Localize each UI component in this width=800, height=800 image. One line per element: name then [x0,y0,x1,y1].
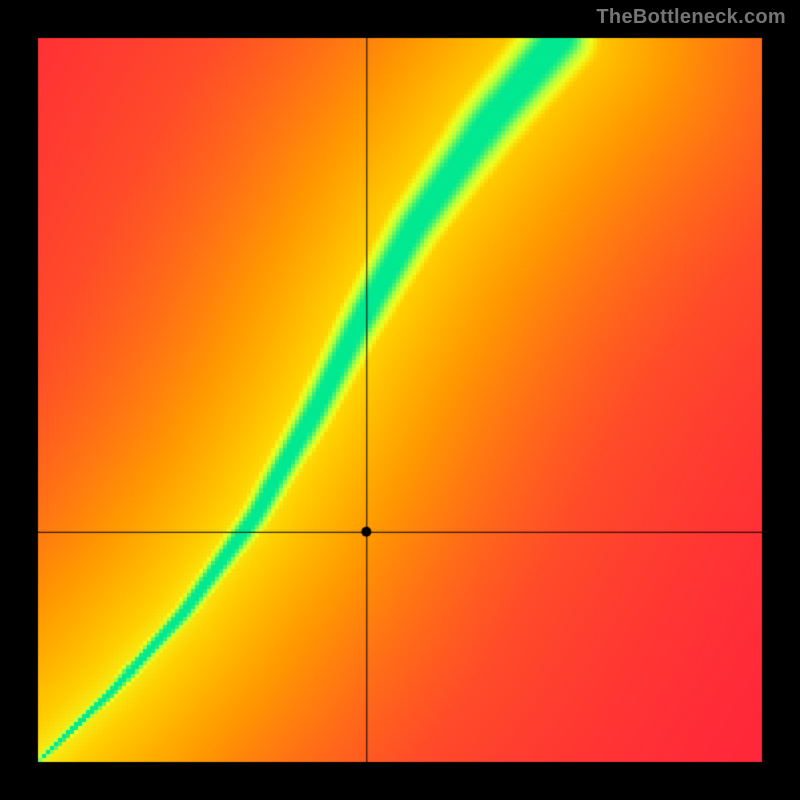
chart-container: TheBottleneck.com [0,0,800,800]
watermark-text: TheBottleneck.com [596,6,786,29]
bottleneck-heatmap-canvas [0,0,800,800]
